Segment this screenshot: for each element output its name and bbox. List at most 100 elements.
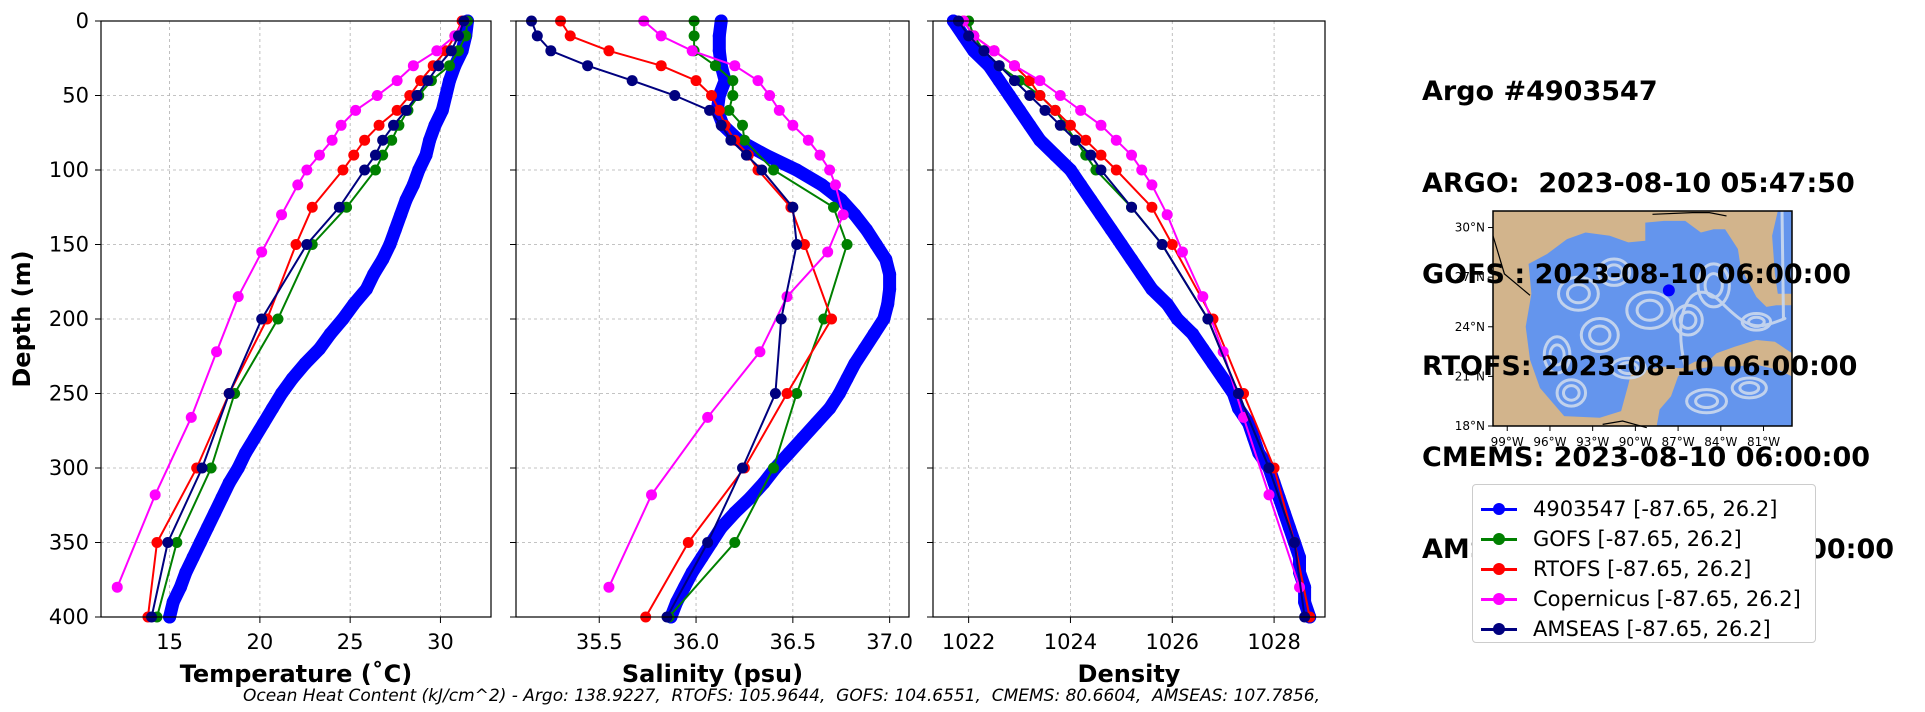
data-point	[1136, 164, 1148, 176]
current-eddy	[1617, 361, 1640, 376]
data-point	[411, 90, 423, 101]
data-point	[257, 416, 270, 430]
data-point	[1156, 239, 1168, 250]
ohc-footer: Ocean Heat Content (kJ/cm^2) - Argo: 138…	[243, 686, 1321, 706]
state-border	[1652, 212, 1727, 217]
data-point	[1095, 119, 1107, 131]
legend-swatch	[1481, 617, 1525, 641]
current-eddy	[1542, 335, 1572, 375]
data-point	[752, 75, 764, 87]
data-point	[313, 149, 325, 161]
data-point	[238, 446, 252, 460]
legend-swatch	[1481, 497, 1525, 521]
map-lon-label: 84°W	[1704, 435, 1737, 449]
map-lon-label: 81°W	[1747, 435, 1780, 449]
data-point	[439, 89, 453, 102]
map-lon-label: 87°W	[1662, 435, 1695, 449]
data-point	[1160, 297, 1174, 311]
legend-label: Copernicus [-87.65, 26.2]	[1533, 587, 1801, 611]
data-point	[1034, 75, 1046, 87]
x-axis-label: Temperature (˚C)	[180, 660, 413, 688]
data-point	[256, 313, 268, 325]
series-amseas	[525, 15, 803, 623]
series-copernicus	[958, 15, 1306, 593]
data-point	[712, 44, 726, 58]
data-point	[729, 60, 741, 72]
data-point	[1232, 388, 1244, 399]
argo-title: Argo #4903547	[1422, 76, 1658, 107]
data-point	[737, 119, 749, 131]
data-point	[690, 75, 702, 87]
data-point	[826, 313, 838, 325]
data-point	[1110, 164, 1122, 176]
data-point	[827, 201, 839, 213]
plot-frame	[932, 20, 1326, 618]
data-point	[1084, 193, 1098, 207]
x-tick-label: 25	[337, 630, 364, 654]
legend-label: GOFS [-87.65, 26.2]	[1533, 527, 1742, 551]
series-line	[559, 20, 833, 618]
map-lat-label: 18°N	[1455, 419, 1485, 433]
data-point	[1263, 462, 1275, 474]
data-point	[769, 388, 781, 399]
data-point	[814, 149, 826, 161]
data-point	[1186, 327, 1200, 341]
data-point	[702, 537, 714, 548]
data-point	[1161, 209, 1173, 221]
data-point	[1008, 75, 1020, 87]
data-point	[1054, 90, 1066, 101]
data-point	[754, 346, 766, 358]
map-lat-label: 21°N	[1455, 369, 1485, 383]
rtofs-time: RTOFS: 2023-08-10 06:00:00	[1422, 350, 1858, 382]
data-point	[982, 59, 996, 73]
data-point	[386, 134, 398, 146]
series-amseas	[146, 15, 470, 623]
data-point	[359, 282, 373, 296]
data-point	[215, 491, 229, 505]
data-point	[655, 60, 667, 72]
data-point	[276, 209, 288, 221]
data-point	[453, 30, 464, 42]
data-point	[1002, 89, 1016, 102]
legend-label: AMSEAS [-87.65, 26.2]	[1533, 617, 1771, 641]
data-point	[646, 489, 658, 501]
data-point	[272, 313, 284, 325]
data-point	[824, 164, 836, 176]
data-point	[1110, 134, 1122, 146]
current-eddy	[1565, 283, 1591, 305]
data-point	[1039, 104, 1051, 116]
x-axis-label: Density	[1078, 660, 1181, 688]
legend-item-gofs: GOFS [-87.65, 26.2]	[1473, 527, 1742, 551]
legend: 4903547 [-87.65, 26.2] GOFS [-87.65, 26.…	[1472, 484, 1816, 643]
data-point	[963, 30, 975, 42]
data-point	[706, 90, 718, 101]
current-eddy	[1555, 378, 1588, 408]
data-point	[337, 164, 349, 176]
data-point	[740, 149, 752, 161]
data-point	[431, 45, 443, 57]
map-lon-label: 99°W	[1491, 435, 1524, 449]
y-axis-label: Depth (m)	[8, 250, 36, 387]
data-point	[256, 246, 268, 258]
data-point	[1054, 119, 1066, 131]
data-point	[371, 90, 383, 101]
data-point	[738, 134, 750, 146]
data-point	[883, 282, 897, 296]
data-point	[626, 75, 638, 87]
data-point	[443, 60, 455, 72]
data-point	[388, 223, 402, 237]
x-axis-label: Salinity (psu)	[622, 660, 803, 688]
data-point	[603, 45, 615, 57]
current-eddy	[1609, 356, 1647, 380]
data-point	[867, 327, 881, 341]
data-point	[383, 238, 397, 251]
data-point	[247, 431, 261, 445]
legend-label: 4903547 [-87.65, 26.2]	[1533, 497, 1778, 521]
current-eddy	[1694, 393, 1720, 410]
data-point	[712, 89, 726, 102]
x-tick-label: 15	[156, 630, 183, 654]
data-point	[186, 550, 200, 564]
data-point	[298, 357, 312, 371]
data-point	[1024, 75, 1036, 87]
argo-float-marker	[1662, 284, 1675, 297]
